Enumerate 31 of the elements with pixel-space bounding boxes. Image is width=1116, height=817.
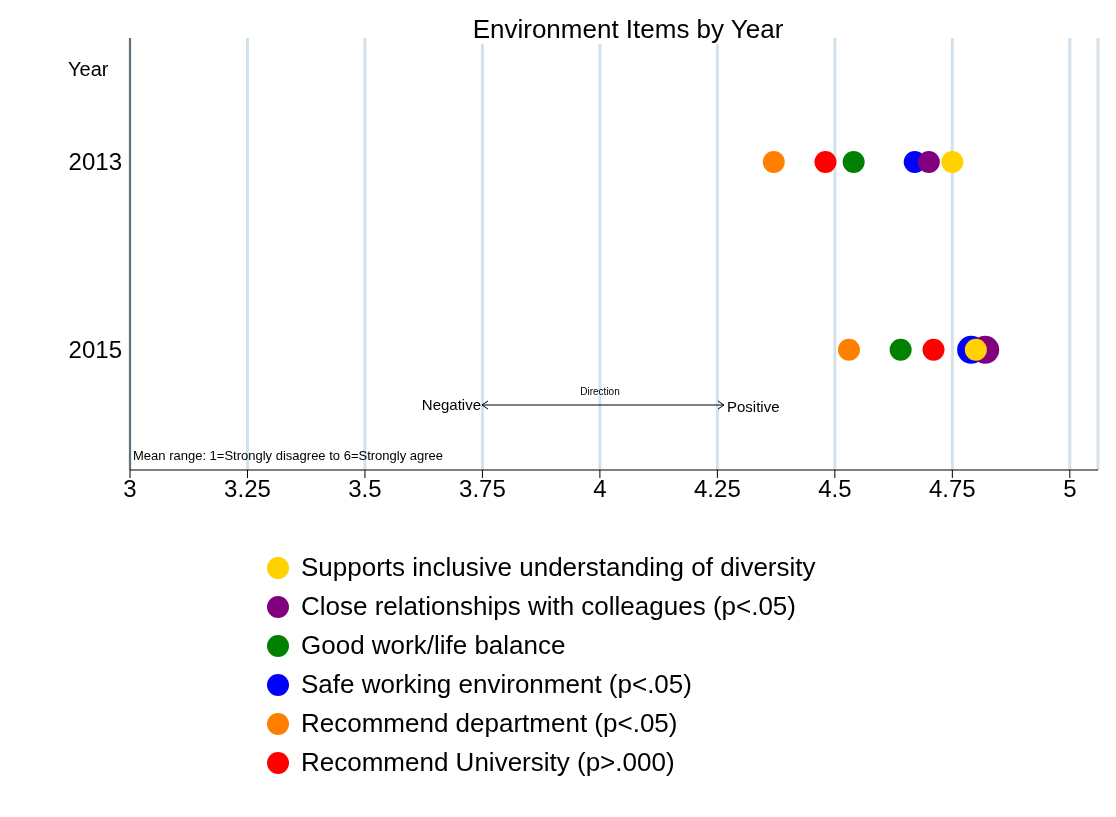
x-tick-label: 3.25 <box>224 475 271 503</box>
legend-label: Recommend University (p>.000) <box>301 747 675 778</box>
y-tick-label: 2015 <box>68 336 122 364</box>
legend-label: Safe working environment (p<.05) <box>301 669 692 700</box>
x-tick-label: 4.5 <box>818 475 852 503</box>
x-tick-label: 3.5 <box>348 475 382 503</box>
annotation: Negative <box>421 396 481 413</box>
x-tick-label: 4 <box>593 475 607 503</box>
point <box>922 338 945 361</box>
chart-title: Environment Items by Year <box>468 14 788 44</box>
x-tick-label: 4.25 <box>694 475 741 503</box>
y-tick-label: 2013 <box>68 148 122 176</box>
x-tick-label: 3.75 <box>459 475 506 503</box>
legend-label: Close relationships with colleagues (p<.05) <box>301 591 796 622</box>
y-axis-title: Year <box>68 58 109 81</box>
point <box>837 338 860 361</box>
point <box>889 338 912 361</box>
annotation: Positive <box>727 398 780 415</box>
annotation: Direction <box>579 386 621 397</box>
annotation: Mean range: 1=Strongly disagree to 6=Strongly agree <box>133 448 444 463</box>
x-tick-label: 3 <box>123 475 137 503</box>
legend-label: Supports inclusive understanding of diversity <box>301 552 816 583</box>
point <box>964 338 987 361</box>
legend-label: Recommend department (p<.05) <box>301 708 678 739</box>
x-tick-label: 5 <box>1063 475 1077 503</box>
legend-label: Good work/life balance <box>301 630 566 661</box>
point <box>762 150 785 173</box>
point <box>814 150 837 173</box>
x-tick-label: 4.75 <box>928 475 976 503</box>
point <box>941 150 964 173</box>
point <box>842 150 865 173</box>
